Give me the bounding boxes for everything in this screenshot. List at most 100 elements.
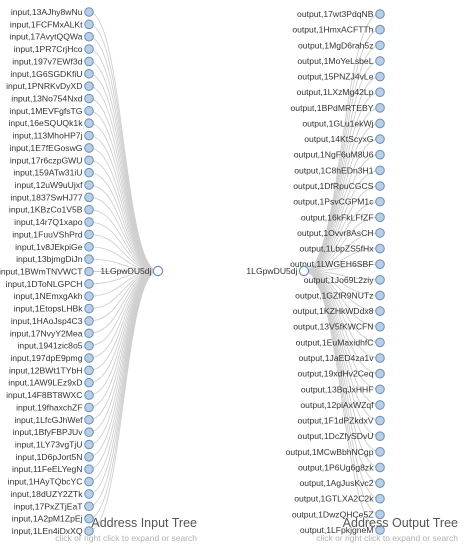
input-tree-root-circle[interactable]	[152, 265, 164, 277]
input-tree-node-circle[interactable]	[84, 167, 94, 178]
input-tree-node-circle[interactable]	[84, 266, 94, 277]
output-tree-node[interactable]: output,1JaED4za1v	[298, 353, 385, 363]
input-tree-node[interactable]: input,14r7Q1xapo	[14, 217, 94, 227]
input-tree-node[interactable]: input,1NEmxgAkh	[14, 291, 94, 301]
output-tree-node[interactable]: output,13V5fKWCFN	[293, 321, 385, 332]
input-tree-node-circle[interactable]	[84, 513, 94, 524]
output-tree-node[interactable]: output,1GLu1ekWj	[302, 118, 385, 128]
output-tree-node-circle[interactable]	[375, 321, 385, 332]
input-tree-node[interactable]: input,1E7fEGoswG	[9, 143, 94, 153]
output-tree-node[interactable]: output,15PNZJ4vLe	[298, 72, 385, 82]
output-tree-node[interactable]: output,1LbpZS5fHx	[299, 244, 385, 254]
input-tree-node-circle[interactable]	[84, 452, 94, 462]
input-tree-node-circle[interactable]	[84, 439, 94, 450]
input-tree-node-circle[interactable]	[84, 390, 94, 400]
input-tree-node[interactable]: input,1BfyFBPJUv	[13, 427, 94, 437]
input-tree-node-circle[interactable]	[84, 192, 94, 203]
output-tree-node[interactable]: output,1HmxACFTTh	[292, 24, 385, 35]
output-tree-node[interactable]: output,1MCwBbhNCgp	[286, 447, 385, 457]
output-tree-node[interactable]: output,12piAxWZqf	[300, 400, 385, 410]
input-tree-node[interactable]: input,16eSQUQk1k	[8, 118, 94, 129]
input-tree-node-circle[interactable]	[84, 229, 94, 240]
output-tree-node[interactable]: output,17wt3PdqNB	[297, 9, 385, 19]
input-tree-node[interactable]: input,1BWmTNVWCT	[0, 266, 94, 277]
output-tree-node-circle[interactable]	[375, 228, 385, 238]
output-tree-node-circle[interactable]	[375, 400, 385, 410]
input-tree-node[interactable]: input,12uW9uUjxf	[15, 180, 94, 190]
input-tree-node-circle[interactable]	[84, 365, 94, 376]
output-tree-node[interactable]: output,1MoYeLsbeL	[297, 56, 385, 66]
output-tree-node[interactable]: output,1Ovvr8AsCH	[297, 228, 385, 238]
input-tree-node-circle[interactable]	[84, 204, 94, 215]
input-tree-node-circle[interactable]	[84, 118, 94, 129]
output-tree-node[interactable]: output,1P6Ug6g8zk	[298, 462, 385, 473]
output-tree-node[interactable]: output,1DwzQHCe5Z	[292, 509, 385, 520]
input-tree-node[interactable]: input,1LfcGJhWef	[14, 415, 94, 425]
input-tree-node-circle[interactable]	[84, 501, 94, 512]
output-tree-node-circle[interactable]	[375, 9, 385, 19]
input-tree-node[interactable]: input,1v8JEkpiGe	[15, 241, 94, 252]
input-tree-node[interactable]: input,1DToNLGPCH	[6, 279, 94, 289]
input-tree-node[interactable]: input,13bjmgDiJn	[16, 254, 94, 264]
output-tree-node[interactable]: output,1BPdMRTEBY	[291, 103, 385, 113]
output-tree-node[interactable]: output,1KZHkWDdx8	[293, 306, 385, 316]
input-tree-node-circle[interactable]	[84, 180, 94, 190]
input-tree-node[interactable]: input,1PNRKvDyXD	[6, 81, 94, 91]
input-tree-node[interactable]: input,14F8BT8WXC	[6, 390, 94, 400]
input-tree-node-circle[interactable]	[84, 68, 94, 79]
output-tree-node-circle[interactable]	[375, 71, 385, 82]
input-tree-node-circle[interactable]	[84, 7, 94, 17]
output-tree-node[interactable]: output,1AgJusKvc2	[299, 478, 385, 488]
output-tree-node-circle[interactable]	[375, 384, 385, 395]
output-tree-node[interactable]: output,14KtScyxG	[304, 134, 385, 144]
output-tree-node-circle[interactable]	[375, 478, 385, 488]
input-tree-node-circle[interactable]	[84, 291, 94, 302]
input-tree-node[interactable]: input,13No754Nxd	[11, 94, 94, 104]
output-tree-node-circle[interactable]	[375, 134, 385, 144]
input-tree-node[interactable]: input,197v7EWf3d	[12, 56, 94, 67]
input-tree-node-circle[interactable]	[84, 489, 94, 499]
input-tree-node-circle[interactable]	[84, 130, 94, 141]
input-tree-node[interactable]: input,17NvyY2Mea	[10, 328, 94, 338]
input-tree-node[interactable]: input,1PR7CrjHco	[14, 44, 94, 54]
output-tree-node[interactable]: output,1GTLXA2C2k	[294, 494, 385, 504]
input-tree-node-circle[interactable]	[84, 19, 94, 30]
output-tree-node-circle[interactable]	[375, 431, 385, 441]
input-tree-node[interactable]: input,1G6SGDKfiU	[10, 68, 94, 79]
input-tree-node[interactable]: input,17r6czpGWU	[10, 155, 94, 165]
output-tree-node[interactable]: output,1PsvCGPM1c	[293, 197, 385, 207]
input-tree-node-circle[interactable]	[84, 464, 94, 475]
output-tree-node-circle[interactable]	[375, 40, 385, 51]
output-tree-node-circle[interactable]	[375, 525, 385, 535]
input-tree-node-circle[interactable]	[84, 427, 94, 437]
input-tree-node[interactable]: input,17AvytQQWa	[9, 32, 94, 42]
output-tree-node-circle[interactable]	[375, 149, 385, 160]
input-tree-node[interactable]: input,1D6pJort5N	[16, 452, 94, 462]
output-tree-node[interactable]: output,19xdHv2Ceq	[298, 369, 385, 379]
output-tree-node[interactable]: output,16kFkLFfZF	[301, 212, 385, 222]
input-tree-node-circle[interactable]	[84, 44, 94, 54]
input-tree-node-circle[interactable]	[84, 316, 94, 326]
input-tree-node-circle[interactable]	[84, 56, 94, 67]
input-tree-node-circle[interactable]	[84, 303, 94, 314]
input-tree-node-circle[interactable]	[84, 143, 94, 153]
output-tree-node-circle[interactable]	[375, 415, 385, 426]
input-tree-node[interactable]: input,1HAoJsp4C3	[11, 316, 94, 326]
input-tree-node[interactable]: input,1KBzCo1V5B	[9, 204, 94, 215]
output-tree-node-circle[interactable]	[375, 509, 385, 520]
input-tree-node-circle[interactable]	[84, 241, 94, 252]
output-tree-node-circle[interactable]	[375, 56, 385, 66]
output-tree-node[interactable]: output,1Jo69L2ziy	[304, 275, 385, 285]
input-tree-node-circle[interactable]	[84, 402, 94, 413]
output-tree-node-circle[interactable]	[375, 290, 385, 301]
input-tree-node-circle[interactable]	[84, 217, 94, 227]
input-tree-node-circle[interactable]	[84, 353, 94, 363]
output-tree-node[interactable]: output,1LWGEH6SBF	[290, 259, 385, 269]
output-tree-node[interactable]: output,1MgD6rah5z	[298, 40, 385, 51]
output-tree-node-circle[interactable]	[375, 462, 385, 473]
output-tree-node[interactable]: output,1GZfR9NUTz	[295, 290, 385, 301]
output-tree-node-circle[interactable]	[375, 24, 385, 35]
output-tree-root-node[interactable]: 1LGpwDU5dj	[246, 265, 310, 277]
input-tree-node[interactable]: input,1FCFMxALKt	[10, 19, 94, 30]
output-tree-node-circle[interactable]	[375, 165, 385, 176]
